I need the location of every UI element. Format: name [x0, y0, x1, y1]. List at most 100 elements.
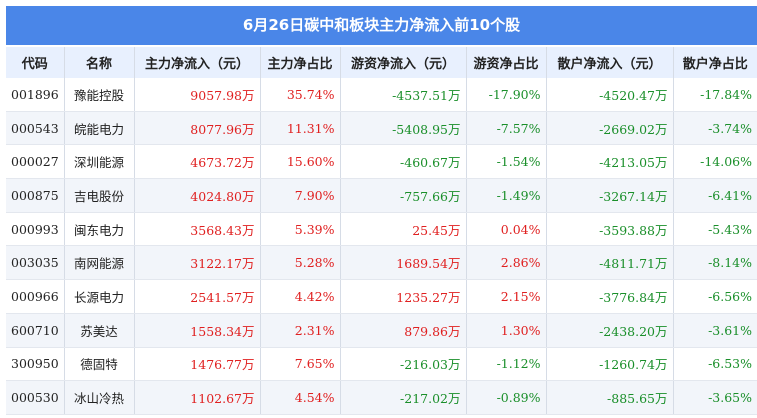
main-ratio-cell: 11.31% — [260, 111, 341, 146]
retail-ratio-cell: -14.06% — [673, 144, 757, 180]
main-ratio-cell: 2.31% — [260, 313, 341, 348]
table-row: 000875 吉电股份 4024.80万 7.90% -757.66万 -1.49% -32… — [6, 178, 757, 213]
hot-inflow-cell: 1235.27万 — [340, 279, 467, 314]
fund-flow-table: 代码 名称 主力净流入（元） 主力净占比 游资净流入（元） 游资净占比 散户净流… — [6, 47, 757, 415]
stock-code-cell: 000530 — [6, 380, 65, 415]
main-inflow-cell: 4024.80万 — [134, 178, 261, 213]
hot-ratio-cell: 2.86% — [466, 245, 547, 281]
main-inflow-cell: 1102.67万 — [134, 380, 261, 415]
retail-ratio-cell: -3.74% — [673, 111, 757, 146]
retail-inflow-cell: -3267.14万 — [546, 178, 674, 213]
stock-name-cell: 德固特 — [64, 347, 135, 382]
hot-inflow-cell: -217.02万 — [340, 380, 467, 415]
hot-inflow-cell: 25.45万 — [340, 212, 467, 247]
retail-inflow-cell: -885.65万 — [546, 380, 674, 415]
main-inflow-cell: 1558.34万 — [134, 313, 261, 348]
header-hot-ratio: 游资净占比 — [466, 47, 547, 78]
stock-name-cell: 豫能控股 — [64, 78, 135, 112]
stock-name-cell: 长源电力 — [64, 279, 135, 314]
retail-inflow-cell: -2669.02万 — [546, 111, 674, 146]
main-ratio-cell: 7.90% — [260, 178, 341, 213]
stock-name-cell: 深圳能源 — [64, 144, 135, 180]
retail-ratio-cell: -8.14% — [673, 245, 757, 281]
retail-ratio-cell: -17.84% — [673, 78, 757, 112]
main-ratio-cell: 4.54% — [260, 380, 341, 415]
hot-inflow-cell: 1689.54万 — [340, 245, 467, 281]
header-main-ratio: 主力净占比 — [260, 47, 341, 78]
header-main-inflow: 主力净流入（元） — [134, 47, 261, 78]
stock-name-cell: 南网能源 — [64, 245, 135, 281]
main-ratio-cell: 4.42% — [260, 279, 341, 314]
table-row: 300950 德固特 1476.77万 7.65% -216.03万 -1.12% -126… — [6, 347, 757, 382]
table-row: 003035 南网能源 3122.17万 5.28% 1689.54万 2.86% -481… — [6, 245, 757, 281]
main-inflow-cell: 2541.57万 — [134, 279, 261, 314]
main-inflow-cell: 3568.43万 — [134, 212, 261, 247]
main-ratio-cell: 35.74% — [260, 78, 341, 112]
stock-code-cell: 003035 — [6, 245, 65, 281]
stock-code-cell: 000966 — [6, 279, 65, 314]
hot-ratio-cell: 1.30% — [466, 313, 547, 348]
hot-ratio-cell: -1.54% — [466, 144, 547, 180]
hot-inflow-cell: -757.66万 — [340, 178, 467, 213]
header-row: 代码 名称 主力净流入（元） 主力净占比 游资净流入（元） 游资净占比 散户净流… — [6, 47, 757, 78]
main-inflow-cell: 8077.96万 — [134, 111, 261, 146]
hot-ratio-cell: -17.90% — [466, 78, 547, 112]
stock-code-cell: 000543 — [6, 111, 65, 146]
main-ratio-cell: 5.39% — [260, 212, 341, 247]
retail-inflow-cell: -3593.88万 — [546, 212, 674, 247]
main-ratio-cell: 7.65% — [260, 347, 341, 382]
table-row: 000027 深圳能源 4673.72万 15.60% -460.67万 -1.54% -4… — [6, 144, 757, 180]
stock-code-cell: 300950 — [6, 347, 65, 382]
hot-inflow-cell: -460.67万 — [340, 144, 467, 180]
hot-inflow-cell: -4537.51万 — [340, 78, 467, 112]
hot-ratio-cell: -1.49% — [466, 178, 547, 213]
retail-inflow-cell: -2438.20万 — [546, 313, 674, 348]
retail-inflow-cell: -4213.05万 — [546, 144, 674, 180]
stock-name-cell: 闽东电力 — [64, 212, 135, 247]
stock-code-cell: 000993 — [6, 212, 65, 247]
header-code: 代码 — [6, 47, 65, 78]
stock-code-cell: 000027 — [6, 144, 65, 180]
retail-inflow-cell: -1260.74万 — [546, 347, 674, 382]
retail-inflow-cell: -4811.71万 — [546, 245, 674, 281]
table-row: 000530 冰山冷热 1102.67万 4.54% -217.02万 -0.89% -88… — [6, 380, 757, 415]
hot-ratio-cell: -7.57% — [466, 111, 547, 146]
hot-ratio-cell: -1.12% — [466, 347, 547, 382]
retail-inflow-cell: -3776.84万 — [546, 279, 674, 314]
stock-name-cell: 苏美达 — [64, 313, 135, 348]
main-inflow-cell: 9057.98万 — [134, 78, 261, 112]
header-retail-ratio: 散户净占比 — [673, 47, 757, 78]
table-row: 000966 长源电力 2541.57万 4.42% 1235.27万 2.15% -377… — [6, 279, 757, 314]
main-ratio-cell: 5.28% — [260, 245, 341, 281]
retail-ratio-cell: -5.43% — [673, 212, 757, 247]
main-inflow-cell: 3122.17万 — [134, 245, 261, 281]
retail-inflow-cell: -4520.47万 — [546, 78, 674, 112]
retail-ratio-cell: -6.56% — [673, 279, 757, 314]
header-retail-inflow: 散户净流入（元） — [546, 47, 674, 78]
hot-inflow-cell: 879.86万 — [340, 313, 467, 348]
header-name: 名称 — [64, 47, 135, 78]
hot-inflow-cell: -5408.95万 — [340, 111, 467, 146]
main-ratio-cell: 15.60% — [260, 144, 341, 180]
stock-code-cell: 600710 — [6, 313, 65, 348]
stock-name-cell: 冰山冷热 — [64, 380, 135, 415]
main-inflow-cell: 4673.72万 — [134, 144, 261, 180]
retail-ratio-cell: -6.53% — [673, 347, 757, 382]
stock-code-cell: 001896 — [6, 78, 65, 112]
table-row: 001896 豫能控股 9057.98万 35.74% -4537.51万 -17.90%… — [6, 78, 757, 112]
stock-name-cell: 吉电股份 — [64, 178, 135, 213]
table-row: 000993 闽东电力 3568.43万 5.39% 25.45万 0.04% -3593.… — [6, 212, 757, 247]
table-row: 600710 苏美达 1558.34万 2.31% 879.86万 1.30% -2438.… — [6, 313, 757, 348]
main-inflow-cell: 1476.77万 — [134, 347, 261, 382]
retail-ratio-cell: -6.41% — [673, 178, 757, 213]
retail-ratio-cell: -3.61% — [673, 313, 757, 348]
table-title: 6月26日碳中和板块主力净流入前10个股 — [6, 6, 757, 45]
table-row: 000543 皖能电力 8077.96万 11.31% -5408.95万 -7.57% -… — [6, 111, 757, 146]
header-hot-inflow: 游资净流入（元） — [340, 47, 467, 78]
hot-inflow-cell: -216.03万 — [340, 347, 467, 382]
hot-ratio-cell: -0.89% — [466, 380, 547, 415]
hot-ratio-cell: 0.04% — [466, 212, 547, 247]
hot-ratio-cell: 2.15% — [466, 279, 547, 314]
stock-name-cell: 皖能电力 — [64, 111, 135, 146]
